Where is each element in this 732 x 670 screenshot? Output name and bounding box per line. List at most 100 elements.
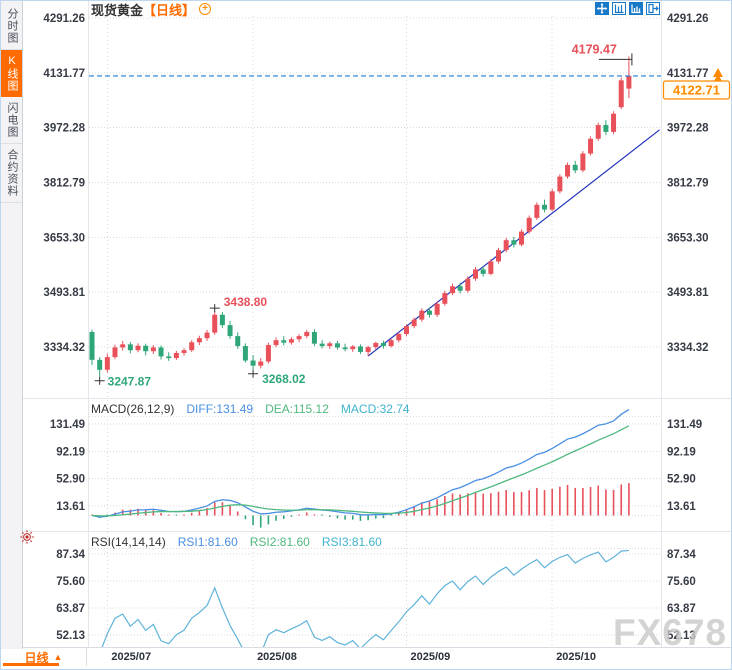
candle-body	[135, 345, 141, 351]
candle-body	[296, 336, 302, 340]
candle-body	[304, 331, 310, 337]
swing-marker	[209, 304, 220, 313]
price-tick-label: 3493.81	[43, 287, 85, 299]
candle-body	[611, 113, 617, 132]
candle-body	[181, 350, 187, 353]
fx678-watermark: FX678	[612, 612, 727, 653]
macd-hist-value: MACD:32.74	[340, 402, 410, 416]
candle-body	[288, 339, 294, 343]
candle-body	[565, 164, 571, 177]
macd-tick-label: 13.61	[56, 501, 85, 513]
bar-scale-tool-icon[interactable]	[629, 2, 643, 15]
price-tick-label: 3972.28	[667, 123, 709, 135]
candle-body	[534, 204, 540, 218]
candle-body	[603, 125, 609, 132]
candle-body	[365, 347, 371, 352]
candle-body	[235, 336, 241, 347]
price-tick-label: 4131.77	[43, 68, 85, 80]
candle-body	[465, 278, 471, 291]
candle-body	[580, 153, 586, 171]
candle-body	[419, 310, 425, 320]
sidebar-tab-kline-chart[interactable]: K线图	[1, 50, 22, 97]
x-axis-label: 2025/07	[111, 651, 152, 663]
price-tick-label: 3493.81	[667, 287, 709, 299]
x-axis-label: 2025/09	[410, 651, 451, 663]
candle-body	[227, 325, 233, 337]
candle-body	[457, 286, 463, 291]
candle-body	[380, 342, 386, 347]
candle-body	[480, 269, 486, 274]
candle-body	[150, 347, 156, 352]
candle-body	[426, 310, 432, 315]
candle-body	[403, 326, 409, 335]
sidebar-tab-contract-info[interactable]: 合约资料	[1, 144, 22, 203]
swing-low-label: 3247.87	[108, 375, 152, 389]
candle-body	[434, 303, 440, 315]
crosshair-tool-icon[interactable]	[595, 2, 609, 15]
candle-body	[166, 356, 172, 359]
price-up-arrow-icon	[713, 68, 723, 83]
candle-body	[519, 231, 525, 245]
macd-legend: MACD(26,12,9) DIFF:131.49 DEA:115.12 MAC…	[91, 402, 410, 416]
macd-diff-value: DIFF:131.49	[186, 402, 254, 416]
candle-body	[120, 344, 126, 348]
macd-dea-value: DEA:115.12	[265, 402, 329, 416]
price-tick-label: 3812.79	[667, 178, 709, 190]
candle-body	[557, 176, 563, 192]
candle-body	[250, 360, 256, 366]
candle-body	[388, 340, 394, 347]
candle-body	[588, 138, 594, 154]
toolbar	[595, 2, 660, 15]
swing-marker	[248, 369, 259, 378]
candle-body	[572, 164, 578, 171]
candle-body	[442, 293, 448, 304]
period-tab-daily[interactable]: 日线 ▲	[1, 648, 87, 666]
sidebar-tab-lightning-chart[interactable]: 闪电图	[1, 97, 22, 144]
macd-tick-label: 52.90	[56, 474, 85, 486]
x-axis-label: 2025/10	[556, 651, 596, 663]
price-tick-label: 3334.32	[43, 342, 85, 354]
rsi-tick-label: 87.34	[56, 549, 85, 561]
candle-body	[311, 331, 317, 344]
macd-tick-label: 131.49	[667, 419, 702, 431]
rsi-tick-label: 52.13	[667, 630, 696, 642]
candle-body	[273, 340, 279, 346]
macd-tick-label: 131.49	[50, 419, 85, 431]
candle-body	[319, 343, 325, 347]
candle-body	[449, 286, 455, 294]
peak-price-label: 4179.47	[572, 42, 617, 56]
rsi-line	[101, 549, 629, 647]
candle-body	[488, 261, 494, 274]
candle-body	[212, 314, 218, 333]
price-tick-label: 4291.26	[43, 13, 85, 25]
price-tick-label: 4291.26	[667, 13, 709, 25]
period-tab-label: 日线	[24, 650, 49, 665]
candle-body	[104, 357, 110, 370]
rsi-legend: RSI(14,14,14) RSI1:81.60 RSI2:81.60 RSI3…	[91, 535, 382, 549]
candle-body	[242, 346, 248, 361]
macd-plot	[91, 409, 630, 528]
period-label: 【日线】	[143, 2, 196, 18]
last-price-tag	[662, 80, 731, 100]
triangle-up-icon: ▲	[53, 652, 63, 662]
add-indicator-icon[interactable]: +	[199, 3, 212, 15]
price-tick-label: 4131.77	[667, 68, 709, 80]
axis-scale-tool-icon[interactable]	[612, 2, 626, 15]
macd-tick-label: 92.19	[667, 446, 696, 458]
candle-body	[189, 342, 195, 351]
candle-body	[357, 346, 363, 352]
price-tick-label: 3334.32	[667, 342, 709, 354]
macd-tick-label: 13.61	[667, 501, 696, 513]
exit-tool-icon[interactable]	[646, 2, 660, 15]
rsi-tick-label: 75.60	[667, 576, 696, 588]
candle-body	[143, 345, 149, 352]
candle-body	[219, 314, 225, 326]
last-price-value: 4122.71	[673, 83, 720, 98]
sidebar-tab-time-chart[interactable]: 分时图	[1, 3, 22, 50]
candle-body	[265, 345, 271, 362]
rsi-tick-label: 75.60	[56, 576, 85, 588]
candle-body	[526, 217, 532, 232]
candle-body	[97, 359, 103, 370]
alert-icon[interactable]	[18, 529, 36, 547]
